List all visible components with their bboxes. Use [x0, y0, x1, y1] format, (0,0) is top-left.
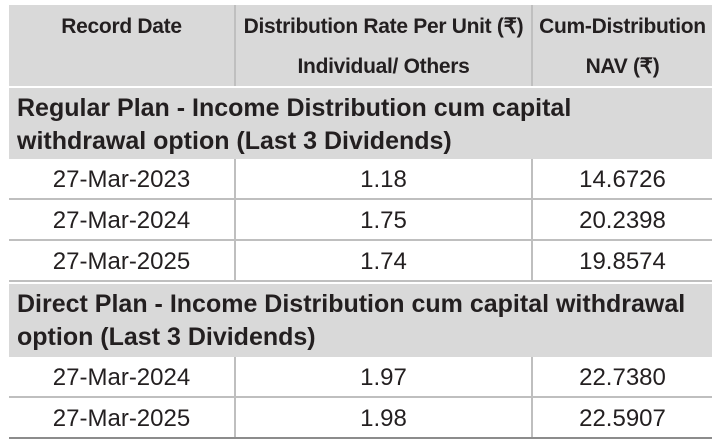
distribution-rate-cell: 1.97 — [234, 357, 531, 396]
record-date-cell: 27-Mar-2025 — [52, 247, 191, 275]
distribution-rate-cell: 1.74 — [234, 241, 531, 280]
cum-distribution-nav-header: Cum-Distribution NAV (₹) — [531, 5, 712, 86]
nav-cell: 22.5907 — [531, 398, 712, 437]
distribution-rate-cell: 1.98 — [234, 398, 531, 437]
record-date-cell: 27-Mar-2023 — [52, 165, 191, 193]
table-row: 27-Mar-2023 1.18 14.6726 — [9, 159, 712, 200]
nav-cell: 20.2398 — [531, 200, 712, 239]
nav-header-line1: Cum-Distribution — [539, 15, 706, 38]
table-header: Record Date Distribution Rate Per Unit (… — [9, 5, 712, 86]
section-heading-direct-plan: Direct Plan - Income Distribution cum ca… — [9, 284, 712, 357]
nav-cell: 14.6726 — [531, 159, 712, 198]
distribution-rate-cell: 1.18 — [234, 159, 531, 198]
table-row: 27-Mar-2025 1.98 22.5907 — [9, 398, 712, 439]
section-heading-regular-plan: Regular Plan - Income Distribution cum c… — [9, 86, 712, 159]
record-date-header: Record Date — [61, 15, 182, 38]
nav-header-line2: NAV (₹) — [585, 55, 660, 78]
nav-cell: 19.8574 — [531, 241, 712, 280]
record-date-cell: 27-Mar-2024 — [52, 206, 191, 234]
distribution-rate-header-line2: Individual/ Others — [297, 55, 470, 78]
table-row: 27-Mar-2025 1.74 19.8574 — [9, 241, 712, 282]
distribution-rate-header: Distribution Rate Per Unit (₹) Individua… — [234, 5, 531, 86]
record-date-cell: 27-Mar-2024 — [52, 363, 191, 391]
nav-cell: 22.7380 — [531, 357, 712, 396]
distribution-rate-cell: 1.75 — [234, 200, 531, 239]
record-date-cell: 27-Mar-2025 — [52, 404, 191, 432]
table-row: 27-Mar-2024 1.97 22.7380 — [9, 357, 712, 398]
distribution-rate-header-line1: Distribution Rate Per Unit (₹) — [243, 15, 524, 38]
table-row: 27-Mar-2024 1.75 20.2398 — [9, 200, 712, 241]
